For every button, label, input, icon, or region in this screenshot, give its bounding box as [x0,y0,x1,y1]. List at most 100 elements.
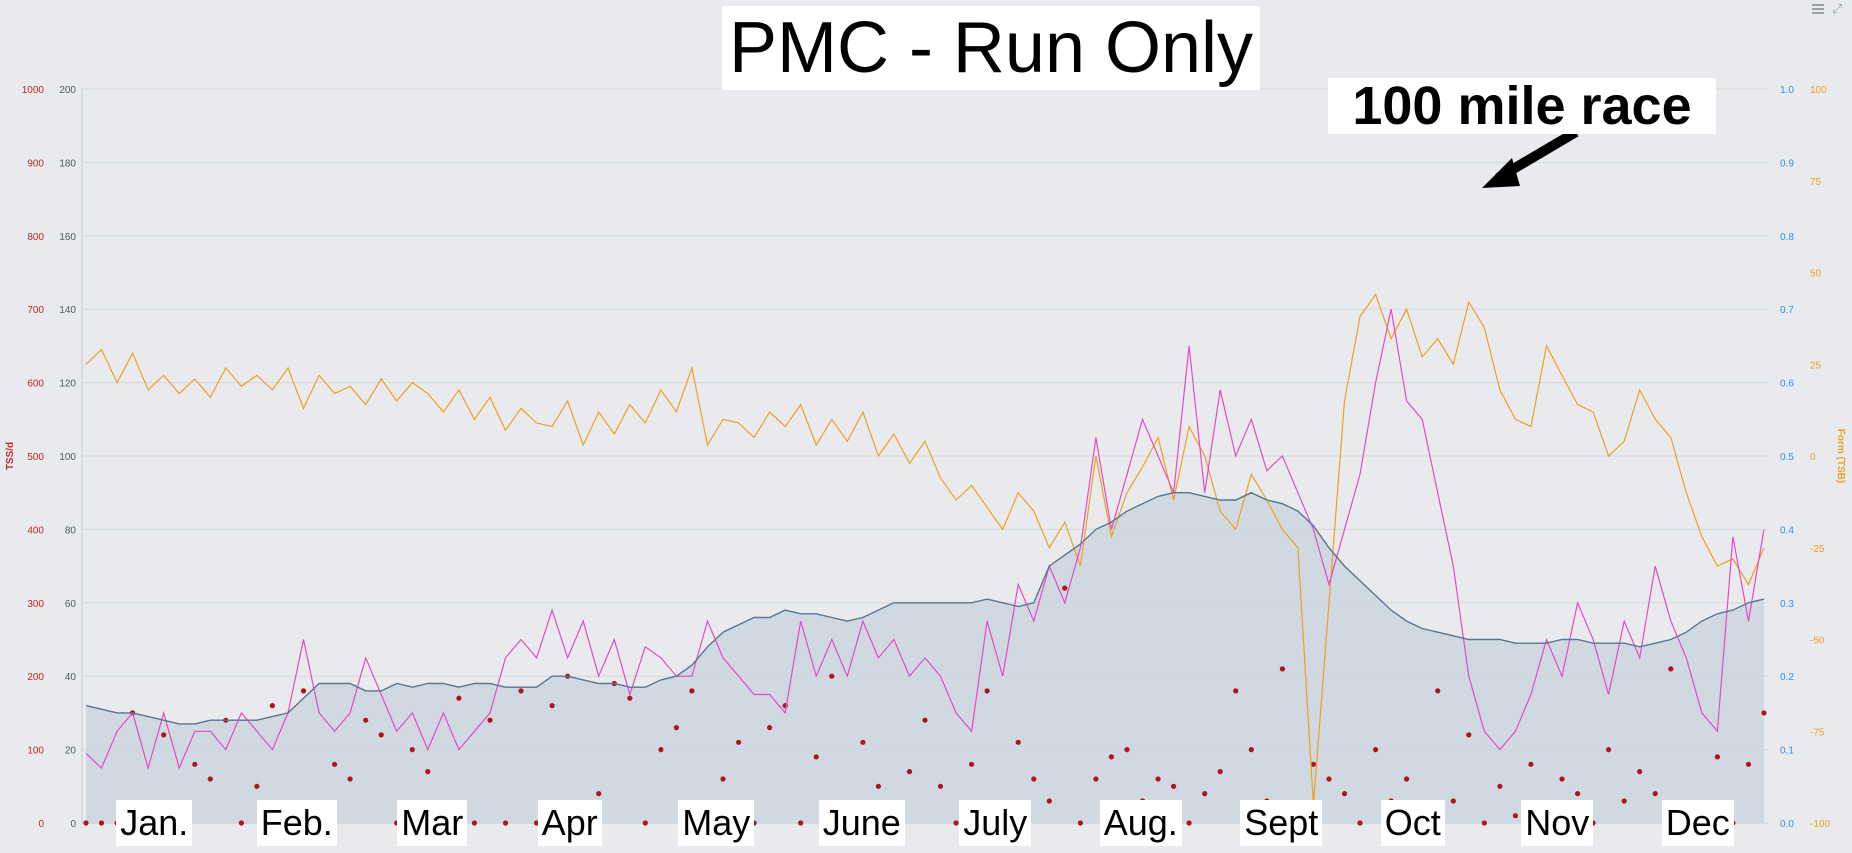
tsb-axis-tick: -75 [1810,727,1825,738]
if-axis-tick: 0.3 [1780,599,1794,610]
race-arrow-head [1482,158,1520,188]
expand-icon[interactable]: ⤢ [1832,2,1843,17]
month-label: Sept [1240,800,1323,846]
tss-point [1450,798,1456,804]
tss-axis-tick: 0 [38,819,44,830]
tss-point [1202,791,1208,797]
tsb-axis-tick: -50 [1810,636,1825,647]
tss-point [1031,776,1037,782]
if-axis-tick: 0.2 [1780,672,1794,683]
tss-point [1341,791,1348,797]
tss-point [1575,791,1581,797]
tsb-axis-tick: 75 [1810,177,1822,188]
tss-point [922,717,928,723]
load-axis-tick: 120 [59,379,76,390]
tss-axis-tick: 400 [27,525,44,536]
if-axis-tick: 0.4 [1780,525,1794,536]
tsb-axis-tick: -100 [1810,819,1830,830]
load-axis-tick: 60 [65,599,77,610]
month-label: Jan. [116,800,193,846]
load-axis-tick: 40 [65,672,77,683]
tss-point [378,732,384,738]
tss-point [238,820,244,826]
tss-point [1559,776,1565,782]
tss-point [471,820,477,826]
tss-point [269,703,275,709]
tss-point [1637,769,1643,775]
tss-point [300,688,307,694]
tss-point [627,695,633,701]
tss-point [1062,585,1068,591]
tss-point [1171,783,1177,789]
tss-point [1373,747,1379,753]
tss-point [689,688,695,694]
month-label: Feb. [256,800,337,846]
tsb-line [85,293,1765,805]
load-axis-tick: 200 [59,85,76,96]
tss-point [1015,739,1021,745]
tss-axis-tick: 700 [27,305,44,316]
tss-point [254,783,260,789]
tss-point [456,695,462,701]
chart-menu-icon[interactable] [1812,4,1824,14]
if-axis-tick: 0.8 [1780,232,1794,243]
if-axis-tick: 0.1 [1780,746,1794,757]
tsb-axis-tick: 0 [1810,452,1816,463]
tss-point [1745,761,1752,767]
tss-point [1279,666,1285,672]
tss-point [829,673,835,679]
tss-axis-title: TSS/d [5,442,16,470]
tss-point [813,754,819,760]
tss-point [1233,688,1239,694]
tss-point [1124,747,1130,753]
month-label: Aug. [1099,800,1182,846]
load-axis-tick: 0 [70,819,76,830]
tss-point [1668,666,1674,672]
tss-point [1497,783,1503,789]
tss-point [502,820,509,826]
tss-point [860,739,866,745]
tss-point [425,769,431,775]
month-label: Dec [1661,800,1734,846]
tss-point [1714,754,1720,760]
month-label: Nov [1521,800,1594,846]
tss-point [736,739,742,745]
tss-point [549,703,555,709]
tss-axis-tick: 500 [27,452,44,463]
tss-point [1528,761,1534,767]
load-axis-tick: 80 [65,525,77,536]
tss-point [1046,798,1052,804]
load-axis-tick: 180 [59,158,76,169]
load-axis-tick: 140 [59,305,76,316]
tss-point [1761,710,1767,716]
tsb-axis-tick: 50 [1810,269,1822,280]
tss-point [658,747,664,753]
if-axis-tick: 1.0 [1780,85,1794,96]
tss-point [207,776,213,782]
tss-axis-tick: 300 [27,599,44,610]
tss-point [487,717,493,723]
tss-point [906,769,913,775]
tss-point [409,747,415,753]
tss-point [161,732,167,738]
tss-point [1481,820,1487,826]
tss-point [1606,747,1612,753]
atl-line [85,309,1765,771]
tss-point [969,761,975,767]
tss-point [1652,791,1658,797]
tss-axis-tick: 600 [27,379,44,390]
tss-point [192,761,198,767]
chart-title: PMC - Run Only [722,6,1260,90]
tss-point [332,761,338,767]
tss-point [673,725,680,731]
tss-point [937,783,944,789]
if-axis-tick: 0.0 [1780,819,1794,830]
tss-point [1217,769,1223,775]
month-label: Mar [397,800,468,846]
load-axis-tick: 160 [59,232,76,243]
tss-point [1404,776,1410,782]
if-axis-tick: 0.7 [1780,305,1794,316]
tss-point [720,776,726,782]
